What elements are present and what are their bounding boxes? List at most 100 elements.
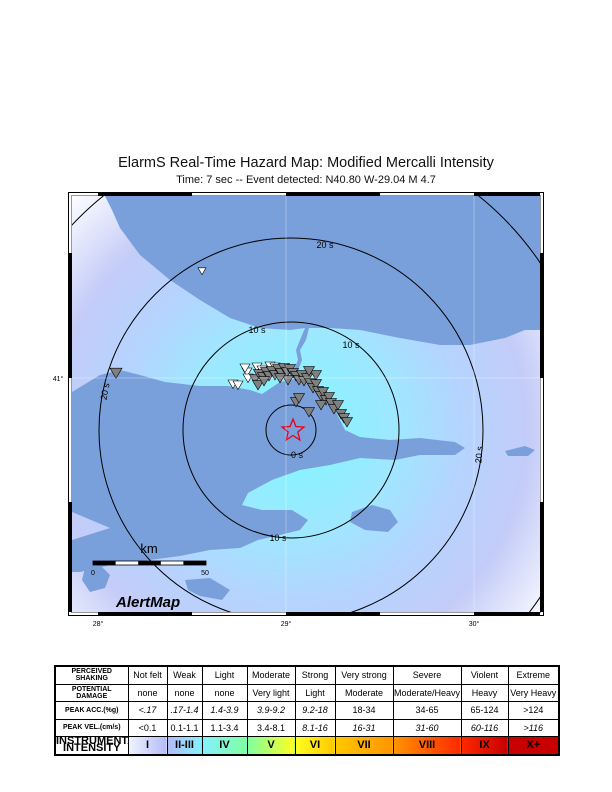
seismic-station-icon — [340, 417, 354, 428]
legend-cell: <.17 — [127, 701, 168, 720]
legend-cell: 3.9-9.2 — [246, 701, 296, 720]
legend-cell: >124 — [507, 701, 560, 720]
legend-cell: 0.1-1.1 — [166, 718, 203, 737]
legend-row-label: INSTRUMENTAL INTENSITY — [54, 736, 129, 755]
scale-max: 50 — [201, 570, 209, 577]
seismic-station-icon — [273, 373, 287, 384]
contour-label: 20 s — [99, 382, 112, 401]
seismic-station-icon — [300, 373, 314, 384]
legend-row: INSTRUMENTAL INTENSITYIII-IIIIVVVIVIIVII… — [54, 736, 560, 755]
seismic-station-icon — [239, 363, 251, 374]
legend-cell: Very light — [246, 683, 296, 702]
legend-cell: 1.1-3.4 — [201, 718, 248, 737]
legend-cell: VIII — [392, 736, 462, 755]
hazard-map: 0 s 10 s 10 s 10 s 20 s 20 s 20 s km 0 5… — [53, 192, 544, 628]
legend-cell: Heavy — [460, 683, 509, 702]
legend-cell: 3.4-8.1 — [246, 718, 296, 737]
legend-cell: Strong — [294, 665, 336, 685]
seismic-station-icon — [331, 400, 345, 411]
legend-row: POTENTIAL DAMAGE none none none Very light Li… — [54, 683, 560, 702]
legend-row: PERCEIVED SHAKING Not felt Weak Light Modera… — [54, 665, 560, 685]
legend-cell: IX — [460, 736, 509, 755]
legend-cell: Moderate/Heavy — [392, 683, 462, 702]
seismic-station-icon — [309, 370, 323, 381]
seismic-station-icon — [197, 267, 207, 276]
axis-labels: 28° 29° 30° 41° — [53, 375, 480, 628]
seismic-station-icon — [257, 376, 271, 387]
legend-row-label: POTENTIAL DAMAGE — [54, 683, 129, 702]
contour-label: 20 s — [473, 445, 484, 463]
legend-cell: 8.1-16 — [294, 718, 336, 737]
lake-southwest-1 — [82, 565, 110, 592]
scale-bar: km 0 50 — [91, 541, 209, 577]
legend-cell: V — [246, 736, 296, 755]
legend-cell: <0.1 — [127, 718, 168, 737]
legend-cell: 16-31 — [334, 718, 394, 737]
seismic-station-icon — [314, 400, 328, 411]
legend-cell: Light — [294, 683, 336, 702]
legend-row: PEAK VEL.(cm/s) <0.1 0.1-1.1 1.1-3.4 3.4-8.1… — [54, 718, 560, 737]
lake-southwest-2 — [185, 578, 230, 600]
legend-cell: Moderate — [334, 683, 394, 702]
stations — [109, 267, 354, 428]
seismic-station-icon — [232, 380, 244, 391]
legend-cell: Extreme — [507, 665, 560, 685]
legend-cell: X+ — [507, 736, 560, 755]
scale-unit: km — [140, 541, 157, 556]
legend-cell: none — [166, 683, 203, 702]
lake-east — [505, 446, 535, 456]
epicenter-star-icon — [280, 417, 306, 442]
alertmap-logo: AlertMap — [115, 594, 180, 611]
legend-cell: VII — [334, 736, 394, 755]
map-frame — [68, 192, 544, 616]
contour-label: 10 s — [269, 533, 287, 543]
legend-cell: Moderate — [246, 665, 296, 685]
legend-row: PEAK ACC.(%g) <.17.17-1.4 1.4-3.9 3.9-9.2 9.… — [54, 701, 560, 720]
water-bodies — [72, 196, 540, 600]
seismic-station-icon — [322, 392, 336, 403]
seismic-station-icon — [316, 387, 330, 398]
lat-label: 41° — [53, 375, 64, 383]
contour-label: 20 s — [316, 240, 334, 250]
lon-label: 28° — [93, 620, 104, 628]
legend-cell: 34-65 — [392, 701, 462, 720]
scale-min: 0 — [91, 570, 95, 577]
legend-cell: Violent — [460, 665, 509, 685]
marmara-sea — [72, 370, 465, 572]
map-subtitle: Time: 7 sec -- Event detected: N40.80 W-… — [176, 174, 436, 186]
legend-cell: VI — [294, 736, 336, 755]
legend-row-label: PERCEIVED SHAKING — [54, 665, 129, 685]
legend-row-label: PEAK VEL.(cm/s) — [54, 718, 129, 737]
legend-cell: Not felt — [127, 665, 168, 685]
bosphorus — [293, 328, 309, 373]
lake-north — [196, 290, 220, 305]
legend-cell: Weak — [166, 665, 203, 685]
legend-cell: 31-60 — [392, 718, 462, 737]
travel-time-contours — [72, 196, 540, 612]
legend-cell: Very Heavy — [507, 683, 560, 702]
legend-cell: 1.4-3.9 — [201, 701, 248, 720]
black-sea — [105, 196, 540, 345]
legend-cell: >116 — [507, 718, 560, 737]
legend-cell: none — [127, 683, 168, 702]
legend-row-label: PEAK ACC.(%g) — [54, 701, 129, 720]
legend-cell: II-III — [166, 736, 203, 755]
seismic-station-icon — [302, 407, 316, 418]
contour-label: 10 s — [248, 325, 266, 335]
intensity-legend: PERCEIVED SHAKING Not felt Weak Light Modera… — [54, 665, 560, 756]
contour-20s — [98, 237, 484, 612]
lon-label: 29° — [281, 620, 292, 628]
map-title: ElarmS Real-Time Hazard Map: Modified Me… — [118, 155, 494, 171]
contour-label: 0 s — [291, 450, 304, 460]
contour-labels: 0 s 10 s 10 s 10 s 20 s 20 s 20 s — [99, 240, 485, 543]
legend-cell: Very strong — [334, 665, 394, 685]
lon-label: 30° — [469, 620, 480, 628]
legend-cell: I — [127, 736, 168, 755]
legend-cell: IV — [201, 736, 248, 755]
legend-cell: 18-34 — [334, 701, 394, 720]
legend-cell: Light — [201, 665, 248, 685]
seismic-station-icon — [292, 393, 306, 404]
contour-label: 10 s — [342, 340, 360, 350]
legend-cell: Severe — [392, 665, 462, 685]
seismic-station-icon — [251, 380, 265, 391]
